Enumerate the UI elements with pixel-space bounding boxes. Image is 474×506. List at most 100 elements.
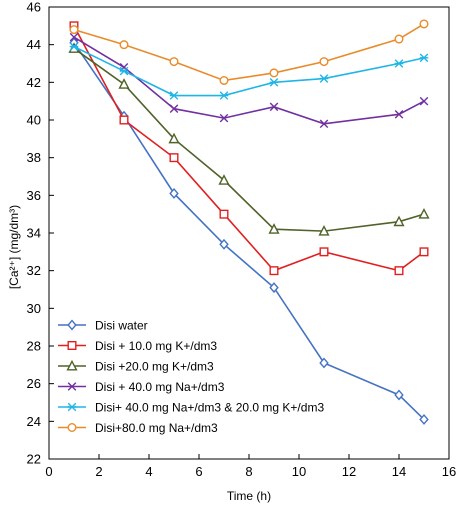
x-tick-label: 2: [95, 464, 102, 479]
data-point: [393, 215, 405, 227]
data-point: [268, 223, 280, 234]
x-tick-label: 12: [342, 464, 356, 479]
data-point: [269, 68, 279, 78]
x-tick-label: 14: [392, 464, 406, 479]
data-point: [169, 91, 179, 100]
data-point: [218, 174, 230, 185]
data-point: [219, 238, 229, 250]
legend-label: Disi + 10.0 mg K+/dm3: [95, 339, 217, 353]
data-point: [169, 104, 179, 113]
series-1: [69, 37, 429, 425]
legend-item: Disi + 40.0 mg Na+/dm3: [58, 380, 225, 394]
data-point: [318, 225, 330, 236]
y-axis-label: [Ca²⁺] (mg/dm³): [7, 205, 21, 289]
x-axis-label: Time (h): [227, 489, 271, 503]
legend: Disi water Disi + 10.0 mg K+/dm3 Disi +20.…: [58, 318, 324, 435]
data-point: [69, 42, 79, 51]
y-tick-label: 26: [27, 376, 41, 391]
data-point: [319, 357, 329, 369]
y-tick-label: 28: [27, 339, 41, 354]
data-point: [269, 102, 279, 112]
legend-marker: [66, 359, 78, 371]
series-line: [73, 42, 425, 421]
data-point: [419, 413, 429, 425]
x-tick-label: 6: [195, 464, 202, 479]
legend-marker: [67, 423, 77, 433]
legend-marker: [67, 402, 77, 412]
y-tick-label: 34: [27, 226, 41, 241]
data-point: [219, 209, 229, 219]
data-point: [418, 208, 430, 219]
x-tick-label: 16: [442, 464, 456, 479]
data-point: [219, 91, 229, 100]
data-point: [119, 40, 129, 50]
legend-marker: [67, 319, 77, 331]
series-2: [69, 21, 429, 276]
series-line: [73, 23, 425, 82]
series-line: [73, 45, 425, 97]
data-point: [394, 266, 404, 276]
y-tick-label: 32: [27, 263, 41, 278]
y-tick-label: 30: [27, 301, 41, 316]
series-5: [69, 42, 429, 100]
data-point: [319, 57, 329, 67]
legend-item: Disi+ 40.0 mg Na+/dm3 & 20.0 mg K+/dm3: [58, 400, 324, 414]
data-point: [319, 119, 329, 129]
series-3: [68, 42, 430, 236]
y-tick-label: 24: [27, 414, 41, 429]
y-tick-label: 36: [27, 188, 41, 203]
data-point: [118, 78, 130, 89]
data-point: [219, 75, 229, 85]
data-point: [394, 389, 404, 401]
y-tick-label: 46: [27, 0, 41, 15]
y-tick-label: 22: [27, 452, 41, 467]
series-layer: [68, 19, 430, 425]
legend-marker: [67, 382, 77, 391]
data-point: [169, 153, 179, 163]
series-line: [73, 25, 425, 272]
data-point: [394, 110, 404, 119]
data-point: [394, 59, 404, 68]
y-tick-label: 44: [27, 37, 41, 52]
legend-label: Disi+ 40.0 mg Na+/dm3 & 20.0 mg K+/dm3: [95, 400, 324, 414]
legend-label: Disi water: [95, 318, 148, 332]
y-tick-label: 38: [27, 150, 41, 165]
series-4: [69, 32, 429, 129]
data-point: [419, 247, 429, 257]
data-point: [319, 74, 329, 83]
x-tick-label: 10: [292, 464, 306, 479]
x-tick-label: 4: [145, 464, 152, 479]
data-point: [168, 132, 180, 144]
y-tick-label: 40: [27, 113, 41, 128]
data-point: [69, 25, 79, 35]
data-point: [219, 113, 229, 123]
data-point: [319, 247, 329, 257]
legend-marker: [67, 341, 77, 351]
legend-label: Disi+80.0 mg Na+/dm3: [95, 421, 218, 435]
data-point: [169, 57, 179, 67]
data-point: [394, 34, 404, 44]
legend-label: Disi +20.0 mg K+/dm3: [95, 359, 214, 373]
data-point: [69, 32, 79, 42]
x-tick-label: 0: [45, 464, 52, 479]
data-point: [119, 115, 129, 125]
data-point: [419, 19, 429, 29]
data-point: [419, 96, 429, 106]
data-point: [269, 282, 279, 294]
legend-item: Disi water: [58, 318, 148, 332]
legend-label: Disi + 40.0 mg Na+/dm3: [95, 380, 225, 394]
series-6: [69, 19, 429, 85]
y-tick-label: 42: [27, 75, 41, 90]
data-point: [169, 187, 179, 199]
series-line: [73, 36, 425, 125]
data-point: [419, 53, 429, 63]
data-point: [269, 266, 279, 276]
legend-item: Disi+80.0 mg Na+/dm3: [58, 421, 218, 435]
series-line: [73, 47, 425, 232]
data-point: [269, 78, 279, 87]
legend-item: Disi +20.0 mg K+/dm3: [58, 359, 214, 373]
x-tick-label: 8: [245, 464, 252, 479]
legend-item: Disi + 10.0 mg K+/dm3: [58, 339, 217, 353]
